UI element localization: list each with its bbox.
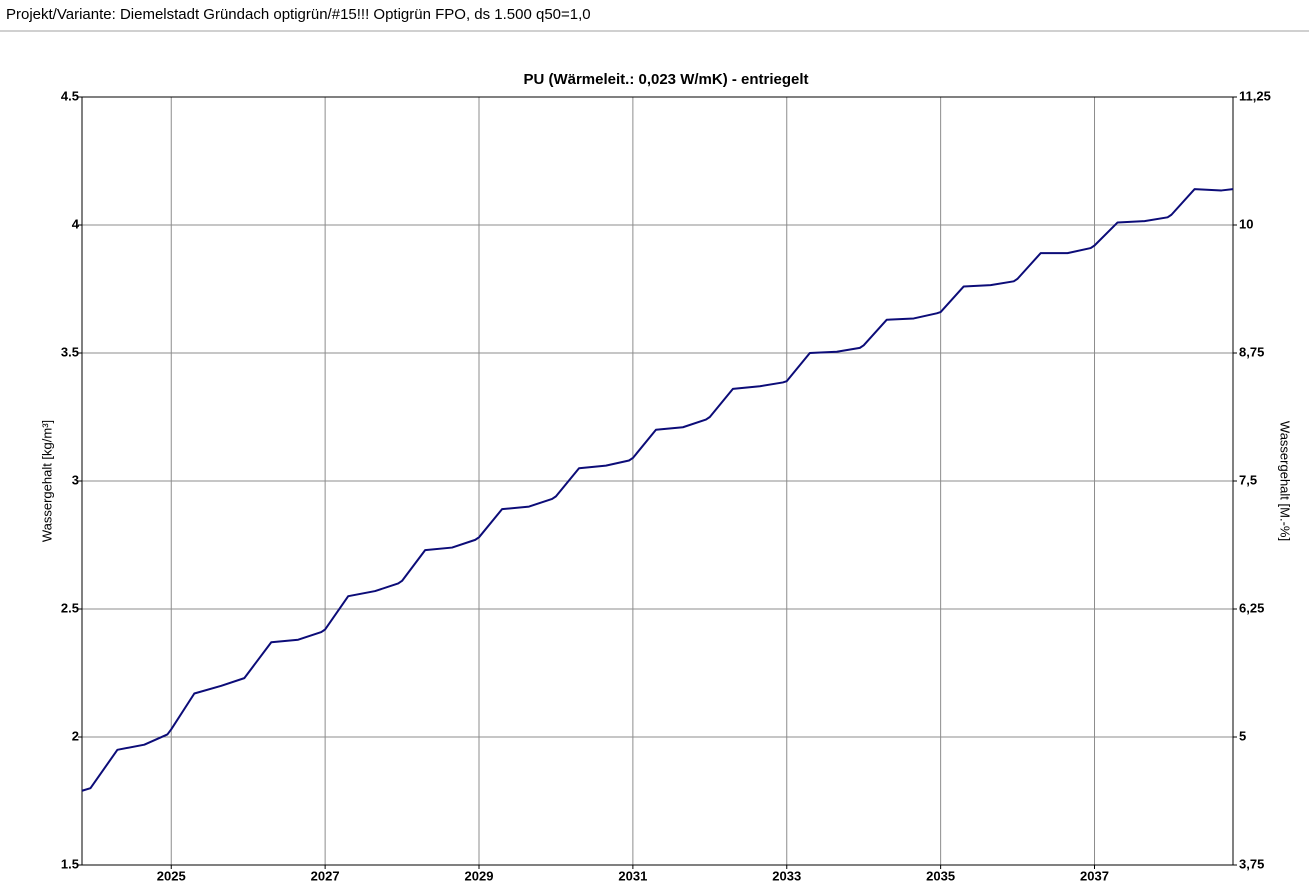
y2-tick-label: 7,5: [1239, 472, 1257, 487]
y-tick-label: 1.5: [61, 856, 79, 871]
y2-axis-label: Wassergehalt [M.-%]: [1278, 421, 1293, 541]
y-tick-label: 2: [72, 728, 79, 743]
y2-tick-label: 8,75: [1239, 344, 1264, 359]
y-tick-label: 3: [72, 472, 79, 487]
y2-tick-label: 5: [1239, 728, 1246, 743]
project-header: Projekt/Variante: Diemelstadt Gründach o…: [6, 6, 591, 23]
y2-tick-label: 3,75: [1239, 856, 1264, 871]
y-tick-label: 4: [72, 216, 80, 231]
y-tick-label: 4.5: [61, 88, 79, 103]
y2-tick-label: 6,25: [1239, 600, 1264, 615]
x-tick-label: 2027: [311, 868, 340, 883]
data-line: [81, 188, 1234, 792]
x-tick-label: 2035: [926, 868, 955, 883]
y-axis-label: Wassergehalt [kg/m³]: [39, 420, 54, 542]
x-tick-label: 2033: [772, 868, 801, 883]
x-tick-label: 2031: [618, 868, 647, 883]
x-tick-label: 2037: [1080, 868, 1109, 883]
plot-frame: [81, 96, 1234, 866]
x-tick-label: 2025: [157, 868, 186, 883]
y-tick-label: 2.5: [61, 600, 79, 615]
chart-title: PU (Wärmeleit.: 0,023 W/mK) - entriegelt: [523, 71, 808, 88]
y2-tick-label: 10: [1239, 216, 1253, 231]
y2-tick-label: 11,25: [1239, 88, 1271, 103]
y-tick-label: 3.5: [61, 344, 79, 359]
x-tick-label: 2029: [465, 868, 494, 883]
